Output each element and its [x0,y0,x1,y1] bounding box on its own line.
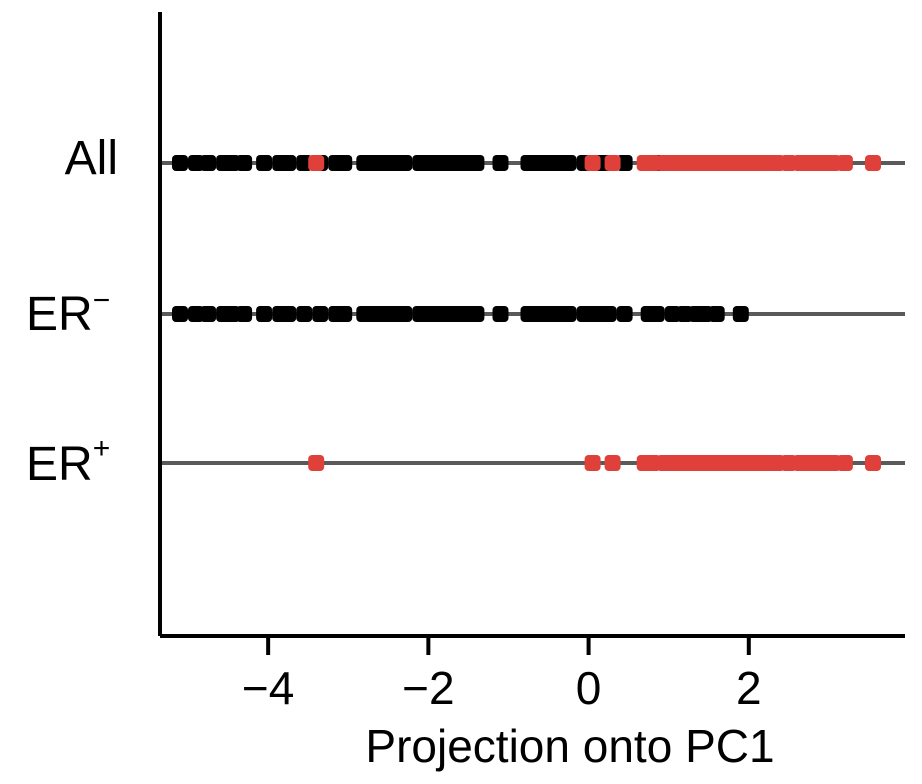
point-er-positive-row-er-positive [584,455,601,471]
point-er-negative-row-er-negative [396,306,413,322]
x-tick-label: 0 [576,662,602,714]
x-axis-title: Projection onto PC1 [365,720,774,772]
point-er-negative-row-er-negative [492,306,509,322]
point-er-negative-row-all [396,155,413,171]
x-tick-label: −4 [242,662,294,714]
point-er-positive-row-all [780,155,797,171]
point-er-negative-row-er-negative [600,306,617,322]
point-er-positive-row-all [308,155,325,171]
row-label-er-negative-sup: − [93,284,111,317]
point-er-negative-row-all [236,155,253,171]
x-tick-label: 2 [736,662,762,714]
point-er-negative-row-all [200,155,217,171]
point-er-positive-row-er-positive [865,455,881,471]
point-er-negative-row-all [256,155,273,171]
point-er-negative-row-er-negative [280,306,297,322]
point-er-positive-row-all [836,155,853,171]
point-er-positive-row-er-positive [780,455,797,471]
row-label-er-negative: ER− [26,284,110,341]
point-er-negative-row-all [492,155,509,171]
point-er-negative-row-er-negative [296,306,313,322]
point-er-positive-row-er-positive [604,455,621,471]
point-er-negative-row-er-negative [256,306,273,322]
point-er-negative-row-all [188,155,204,171]
point-er-negative-row-er-negative [708,306,725,322]
row-label-er-positive: ER+ [26,432,110,491]
point-er-positive-row-all [865,155,881,171]
point-er-negative-row-er-negative [188,306,204,322]
point-er-negative-row-er-negative [236,306,253,322]
point-er-negative-row-all [280,155,297,171]
point-er-negative-row-er-negative [468,306,485,322]
x-tick-label: −2 [402,662,454,714]
point-er-negative-row-er-negative [200,306,217,322]
point-er-negative-row-er-negative [648,306,665,322]
point-er-negative-row-er-negative [312,306,329,322]
point-er-negative-row-all [560,155,577,171]
point-er-positive-row-all [604,155,621,171]
point-er-negative-row-er-negative [172,306,188,322]
point-er-positive-row-er-positive [836,455,853,471]
point-er-negative-row-er-negative [560,306,577,322]
row-label-er-positive-sup: + [93,432,111,465]
point-er-negative-row-all [336,155,353,171]
point-er-positive-row-er-positive [308,455,325,471]
point-er-positive-row-all [584,155,601,171]
point-er-negative-row-er-negative [336,306,353,322]
point-er-negative-row-er-negative [732,306,749,322]
point-er-negative-row-all [468,155,485,171]
point-er-negative-row-all [172,155,188,171]
point-er-negative-row-er-negative [616,306,633,322]
row-label-all: All [65,132,118,185]
